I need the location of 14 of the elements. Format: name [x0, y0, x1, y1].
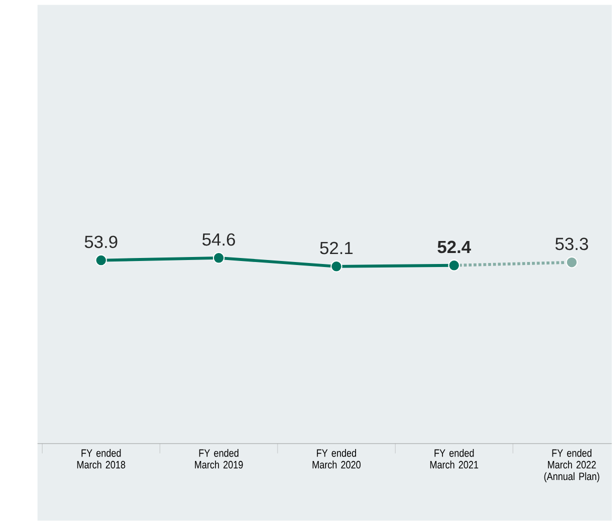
- data-label: 52.4: [438, 240, 472, 254]
- data-label: 52.1: [320, 242, 353, 254]
- point: [330, 260, 342, 272]
- x-tick-label: FY ended March 2022 (Annual Plan): [544, 449, 600, 482]
- x-tick-label: FY ended March 2018: [77, 449, 126, 469]
- x-tick-label: FY ended March 2020: [312, 449, 361, 469]
- data-label: 53.9: [84, 236, 118, 248]
- point: [95, 254, 107, 266]
- x-tick-label: FY ended March 2019: [194, 449, 243, 469]
- point: [566, 256, 578, 268]
- x-tick-label: FY ended March 2021: [430, 449, 478, 469]
- data-label: 54.6: [202, 234, 235, 246]
- data-label: 53.3: [555, 238, 588, 250]
- point: [212, 252, 225, 264]
